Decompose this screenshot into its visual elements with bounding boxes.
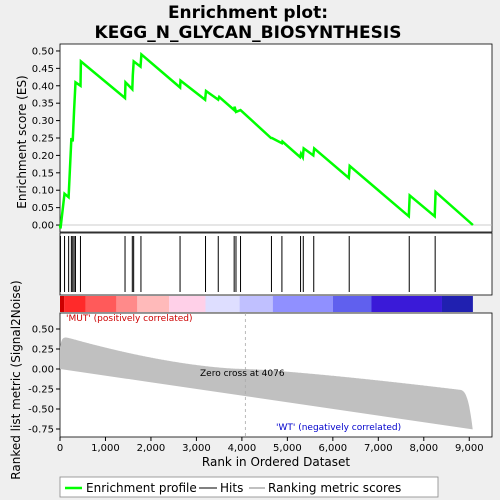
xtick-label: 7,000 bbox=[364, 443, 393, 454]
es-ytick-label: 0.05 bbox=[32, 203, 54, 214]
heatmap-segment bbox=[64, 296, 86, 312]
es-ytick-label: 0.30 bbox=[32, 116, 54, 127]
metric-ytick-label: 0.50 bbox=[32, 325, 54, 336]
xtick-label: 5,000 bbox=[273, 443, 302, 454]
heatmap-segment bbox=[169, 296, 206, 312]
heatmap-segment bbox=[137, 296, 170, 312]
xtick-label: 6,000 bbox=[319, 443, 348, 454]
es-ytick-label: 0.00 bbox=[32, 221, 54, 232]
metric-ytick-label: -0.25 bbox=[28, 385, 54, 396]
xtick-label: 8,000 bbox=[409, 443, 438, 454]
es-ytick-label: 0.45 bbox=[32, 64, 54, 75]
negative-correlation-label: 'WT' (negatively correlated) bbox=[276, 423, 401, 433]
es-ytick-label: 0.10 bbox=[32, 186, 54, 197]
heatmap-segment bbox=[239, 296, 273, 312]
metric-ytick-label: -0.75 bbox=[28, 425, 54, 436]
es-ytick-label: 0.40 bbox=[32, 81, 54, 92]
positive-correlation-label: 'MUT' (positively correlated) bbox=[66, 314, 193, 324]
legend-metric-label: Ranking metric scores bbox=[268, 481, 401, 495]
heatmap-segment bbox=[441, 296, 473, 312]
heatmap-segment bbox=[332, 296, 372, 312]
heatmap-segment bbox=[205, 296, 240, 312]
metric-ytick-label: -0.50 bbox=[28, 405, 54, 416]
xtick-label: 9,000 bbox=[455, 443, 484, 454]
heatmap-segment bbox=[371, 296, 442, 312]
metric-ytick-label: 0.25 bbox=[32, 345, 54, 356]
legend-hits-label: Hits bbox=[220, 481, 243, 495]
enrichment-profile-line bbox=[58, 51, 474, 229]
es-ytick-label: 0.15 bbox=[32, 168, 54, 179]
es-ytick-label: 0.35 bbox=[32, 99, 54, 110]
xtick-label: 3,000 bbox=[182, 443, 211, 454]
heatmap-segment bbox=[272, 296, 333, 312]
xtick-label: 0 bbox=[57, 443, 63, 454]
ranking-metric-area bbox=[60, 337, 473, 430]
heatmap-segment bbox=[60, 296, 65, 312]
xtick-label: 2,000 bbox=[137, 443, 166, 454]
chart-title-line1: Enrichment plot: bbox=[168, 3, 328, 23]
es-ytick-label: 0.20 bbox=[32, 151, 54, 162]
es-ytick-label: 0.50 bbox=[32, 46, 54, 57]
legend-es-label: Enrichment profile bbox=[86, 481, 197, 495]
zero-cross-label: Zero cross at 4076 bbox=[200, 369, 285, 379]
heatmap-segment bbox=[85, 296, 117, 312]
es-ylabel: Enrichment score (ES) bbox=[15, 75, 29, 208]
xtick-label: 1,000 bbox=[91, 443, 120, 454]
es-panel bbox=[59, 43, 493, 233]
metric-ylabel: Ranked list metric (Signal2Noise) bbox=[9, 280, 23, 479]
metric-ytick-label: 0.00 bbox=[32, 365, 54, 376]
heatmap-segment bbox=[116, 296, 138, 312]
x-axis-label: Rank in Ordered Dataset bbox=[202, 455, 350, 469]
chart-title-line2: KEGG_N_GLYCAN_BIOSYNTHESIS bbox=[95, 23, 402, 43]
es-ytick-label: 0.25 bbox=[32, 134, 54, 145]
rank-heatmap-bar bbox=[60, 296, 473, 312]
xtick-label: 4,000 bbox=[228, 443, 257, 454]
